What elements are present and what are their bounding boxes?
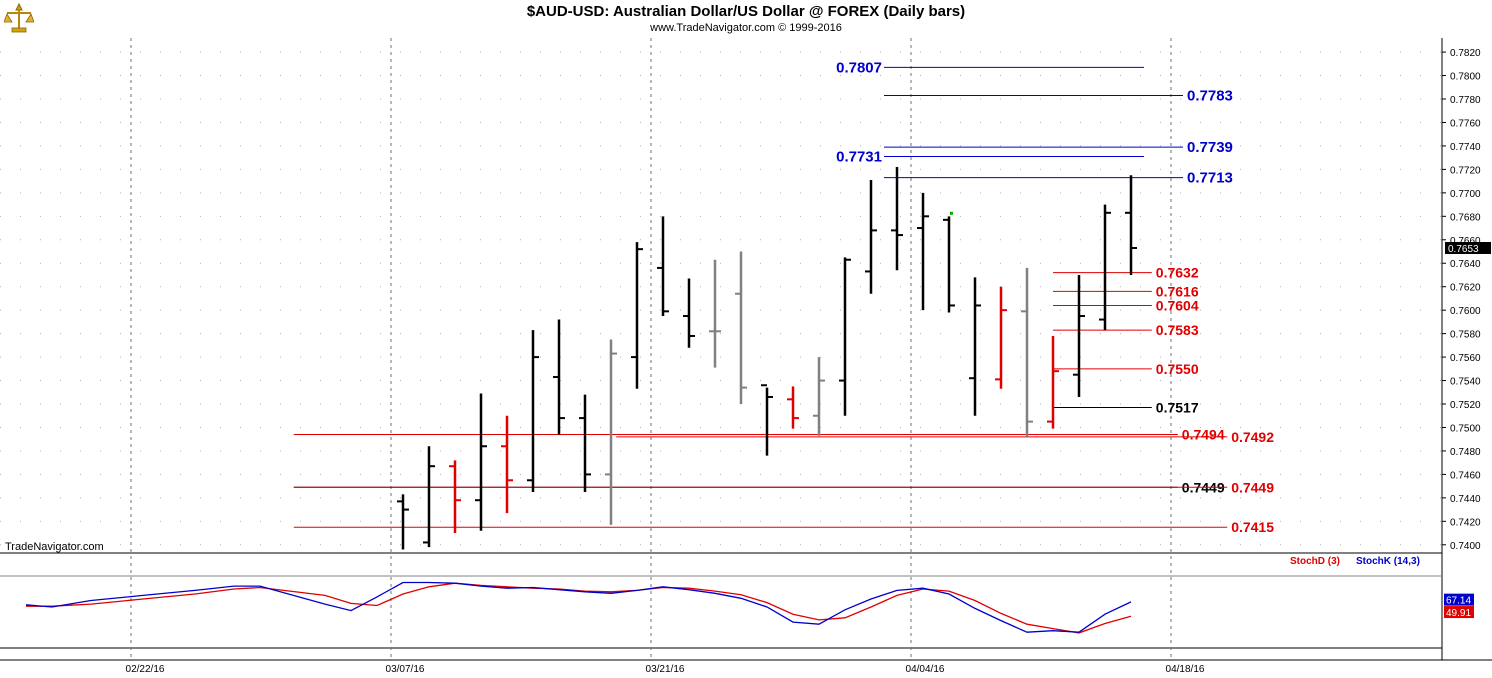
stoch-d-legend: StochD (3) bbox=[1290, 556, 1340, 567]
chart-header: $AUD-USD: Australian Dollar/US Dollar @ … bbox=[0, 0, 1492, 38]
level-label: 0.7449 bbox=[1231, 479, 1274, 495]
level-label: 0.7583 bbox=[1156, 322, 1199, 338]
level-label: 0.7415 bbox=[1231, 519, 1274, 535]
level-label: 0.7550 bbox=[1156, 361, 1199, 377]
date-axis: 02/22/16 03/07/16 03/21/16 04/04/16 04/18/16 bbox=[126, 664, 1205, 675]
level-label: 0.7731 bbox=[836, 148, 882, 165]
price-tick-label: 0.7500 bbox=[1450, 423, 1481, 434]
green-marker bbox=[950, 211, 953, 215]
price-tick-label: 0.7800 bbox=[1450, 72, 1481, 83]
level-label: 0.7713 bbox=[1187, 170, 1233, 187]
date-tick-label: 03/07/16 bbox=[386, 664, 425, 675]
price-tick-label: 0.7740 bbox=[1450, 142, 1481, 153]
level-label: 0.7632 bbox=[1156, 265, 1199, 281]
price-tick-label: 0.7680 bbox=[1450, 212, 1481, 223]
price-tick-label: 0.7700 bbox=[1450, 189, 1481, 200]
last-price-box bbox=[1445, 241, 1491, 254]
price-axis: 0.7820 0.7800 0.7780 0.7760 0.7740 0.7720 0.77… bbox=[1442, 48, 1491, 552]
level-label: 0.7604 bbox=[1156, 297, 1199, 313]
price-tick-label: 0.7620 bbox=[1450, 283, 1481, 294]
stoch-d-value: 49.91 bbox=[1446, 608, 1471, 619]
price-tick-label: 0.7400 bbox=[1450, 541, 1481, 552]
level-label: 0.7492 bbox=[1231, 429, 1274, 445]
price-tick-label: 0.7420 bbox=[1450, 517, 1481, 528]
price-tick-label: 0.7780 bbox=[1450, 95, 1481, 106]
price-tick-label: 0.7820 bbox=[1450, 48, 1481, 59]
price-tick-label: 0.7560 bbox=[1450, 353, 1481, 364]
price-tick-label: 0.7520 bbox=[1450, 400, 1481, 411]
level-label: 0.7783 bbox=[1187, 87, 1233, 104]
date-tick-label: 02/22/16 bbox=[126, 664, 165, 675]
gold-scale-logo-icon bbox=[4, 2, 34, 33]
stoch-d-value-box bbox=[1444, 606, 1474, 619]
watermark-label: TradeNavigator.com bbox=[5, 541, 104, 553]
date-tick-label: 03/21/16 bbox=[646, 664, 685, 675]
price-tick-label: 0.7440 bbox=[1450, 494, 1481, 505]
stoch-k-line bbox=[25, 581, 1132, 633]
price-tick-label: 0.7660 bbox=[1450, 236, 1481, 247]
level-label: 0.7494 bbox=[1182, 427, 1225, 443]
level-label: 0.7517 bbox=[1156, 400, 1199, 416]
chart-subtitle: www.TradeNavigator.com © 1999-2016 bbox=[650, 22, 842, 34]
price-bars bbox=[397, 167, 1137, 550]
stoch-k-value: 67.14 bbox=[1446, 596, 1471, 607]
stoch-k-legend: StochK (14,3) bbox=[1356, 556, 1420, 567]
price-tick-label: 0.7640 bbox=[1450, 259, 1481, 270]
date-tick-label: 04/18/16 bbox=[1166, 664, 1205, 675]
price-tick-label: 0.7480 bbox=[1450, 447, 1481, 458]
support-resistance-levels: 0.7807 0.7783 0.7739 0.7731 0.7713 0.7632 0.76… bbox=[293, 59, 1274, 535]
level-label: 0.7739 bbox=[1187, 139, 1233, 156]
level-label: 0.7807 bbox=[836, 59, 882, 76]
chart-frame bbox=[0, 38, 1492, 661]
stoch-k-value-box bbox=[1444, 593, 1474, 606]
price-tick-label: 0.7760 bbox=[1450, 118, 1481, 129]
price-tick-label: 0.7540 bbox=[1450, 377, 1481, 388]
chart-grid bbox=[0, 38, 1442, 660]
price-tick-label: 0.7580 bbox=[1450, 330, 1481, 341]
level-label: 0.7616 bbox=[1156, 283, 1199, 299]
price-tick-label: 0.7600 bbox=[1450, 306, 1481, 317]
last-price-label: 0.7653 bbox=[1448, 244, 1479, 255]
date-tick-label: 04/04/16 bbox=[906, 664, 945, 675]
price-tick-label: 0.7460 bbox=[1450, 470, 1481, 481]
chart-title: $AUD-USD: Australian Dollar/US Dollar @ … bbox=[526, 3, 966, 20]
price-tick-label: 0.7720 bbox=[1450, 165, 1481, 176]
